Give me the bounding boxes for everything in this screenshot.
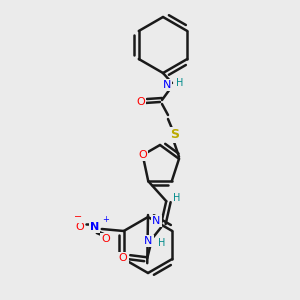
Text: N: N xyxy=(144,236,152,246)
Text: H: H xyxy=(172,193,180,203)
Text: −: − xyxy=(74,212,82,222)
Text: H: H xyxy=(176,78,184,88)
Text: H: H xyxy=(158,238,165,248)
Text: +: + xyxy=(102,214,109,224)
Text: O: O xyxy=(101,234,110,244)
Text: S: S xyxy=(170,128,179,142)
Text: O: O xyxy=(75,222,84,232)
Text: O: O xyxy=(136,97,146,107)
Text: O: O xyxy=(119,253,128,263)
Text: O: O xyxy=(138,150,147,160)
Text: N: N xyxy=(152,216,160,226)
Text: N: N xyxy=(90,222,99,232)
Text: N: N xyxy=(163,80,171,90)
